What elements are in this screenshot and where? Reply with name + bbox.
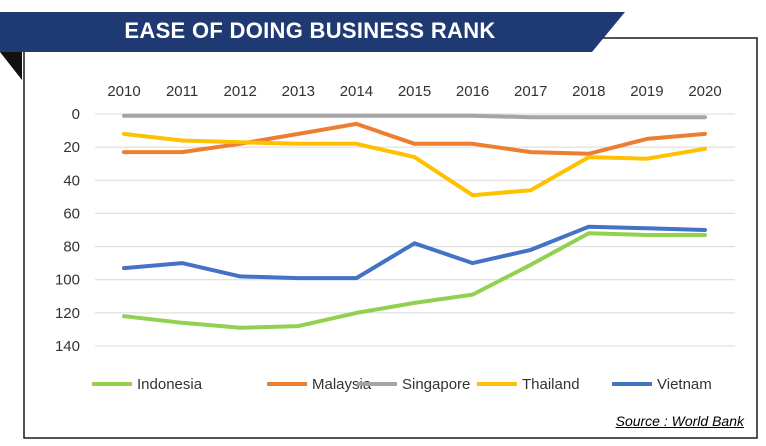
x-tick-label: 2019 [630,83,663,100]
legend: Indonesia Malaysia Singapore Thailand Vietna… [92,376,712,393]
x-tick-label: 2017 [514,83,547,100]
series-line-malaysia [122,121,707,156]
series-line-indonesia [122,231,707,330]
grid-lines [95,113,735,347]
y-tick-label: 100 [55,272,80,289]
x-tick-label: 2010 [107,83,140,100]
x-tick-label: 2016 [456,83,489,100]
legend-label-singapore: Singapore [402,376,470,393]
legend-label-thailand: Thailand [522,376,580,393]
source-note: Source : World Bank [615,413,744,429]
banner-corner-shadow [0,52,22,80]
y-tick-label: 80 [63,239,80,256]
legend-label-malaysia: Malaysia [312,376,372,393]
y-tick-label: 60 [63,205,80,222]
y-axis-labels: 0 20 40 60 80 100 120 140 [55,106,80,355]
x-tick-label: 2018 [572,83,605,100]
y-tick-label: 140 [55,338,80,355]
x-tick-label: 2013 [282,83,315,100]
x-tick-label: 2015 [398,83,431,100]
y-tick-label: 0 [72,106,80,123]
page-title: EASE OF DOING BUSINESS RANK [124,18,496,43]
x-axis-labels: 2010 2011 2012 2013 2014 2015 2016 2017 2018 2019… [107,83,721,100]
x-tick-label: 2020 [688,83,721,100]
x-tick-label: 2012 [224,83,257,100]
y-tick-label: 120 [55,305,80,322]
series-line-vietnam [122,224,707,281]
title-banner [0,12,625,52]
x-tick-label: 2014 [340,83,373,100]
x-tick-label: 2011 [166,83,198,100]
series-line-thailand [122,131,707,198]
legend-label-indonesia: Indonesia [137,376,203,393]
series-line-singapore [122,113,707,120]
legend-label-vietnam: Vietnam [657,376,712,393]
y-tick-label: 20 [63,139,80,156]
series-lines [122,113,707,330]
y-tick-label: 40 [63,172,80,189]
